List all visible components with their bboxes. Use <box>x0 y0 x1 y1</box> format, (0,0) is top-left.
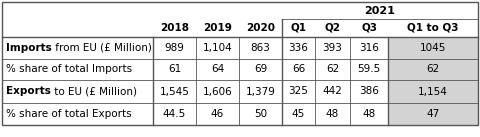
Text: 69: 69 <box>254 65 267 75</box>
Text: % share of total Exports: % share of total Exports <box>6 109 132 119</box>
Text: to EU (£ Million): to EU (£ Million) <box>51 86 137 96</box>
Text: 59.5: 59.5 <box>358 65 381 75</box>
Text: 989: 989 <box>165 43 184 53</box>
Text: 46: 46 <box>211 109 224 119</box>
Text: 1,545: 1,545 <box>159 86 190 96</box>
Text: 50: 50 <box>254 109 267 119</box>
Text: 62: 62 <box>326 65 339 75</box>
Bar <box>2 2 478 125</box>
Text: 442: 442 <box>323 86 342 96</box>
Text: 1,154: 1,154 <box>418 86 448 96</box>
Text: 336: 336 <box>288 43 309 53</box>
Text: 1,379: 1,379 <box>246 86 276 96</box>
Text: 1,606: 1,606 <box>203 86 232 96</box>
Text: 48: 48 <box>362 109 376 119</box>
Text: Imports: Imports <box>6 43 52 53</box>
Text: 66: 66 <box>292 65 305 75</box>
Text: 2019: 2019 <box>203 23 232 33</box>
Text: 48: 48 <box>326 109 339 119</box>
Text: Q1: Q1 <box>290 23 307 33</box>
Bar <box>2 2 478 125</box>
Text: 325: 325 <box>288 86 309 96</box>
Text: 863: 863 <box>251 43 270 53</box>
Text: Q3: Q3 <box>361 23 377 33</box>
Text: 386: 386 <box>359 86 379 96</box>
Text: 47: 47 <box>426 109 440 119</box>
Text: 45: 45 <box>292 109 305 119</box>
Bar <box>388 37 478 125</box>
Text: 62: 62 <box>426 65 440 75</box>
Text: from EU (£ Million): from EU (£ Million) <box>52 43 152 53</box>
Text: Exports: Exports <box>6 86 51 96</box>
Text: 64: 64 <box>211 65 224 75</box>
Text: 44.5: 44.5 <box>163 109 186 119</box>
Text: 1,104: 1,104 <box>203 43 232 53</box>
Text: 61: 61 <box>168 65 181 75</box>
Text: Q1 to Q3: Q1 to Q3 <box>407 23 459 33</box>
Text: 393: 393 <box>323 43 342 53</box>
Text: 2021: 2021 <box>365 5 396 15</box>
Text: % share of total Imports: % share of total Imports <box>6 65 132 75</box>
Text: Q2: Q2 <box>324 23 340 33</box>
Text: 316: 316 <box>359 43 379 53</box>
Text: 2020: 2020 <box>246 23 275 33</box>
Text: 2018: 2018 <box>160 23 189 33</box>
Text: 1045: 1045 <box>420 43 446 53</box>
